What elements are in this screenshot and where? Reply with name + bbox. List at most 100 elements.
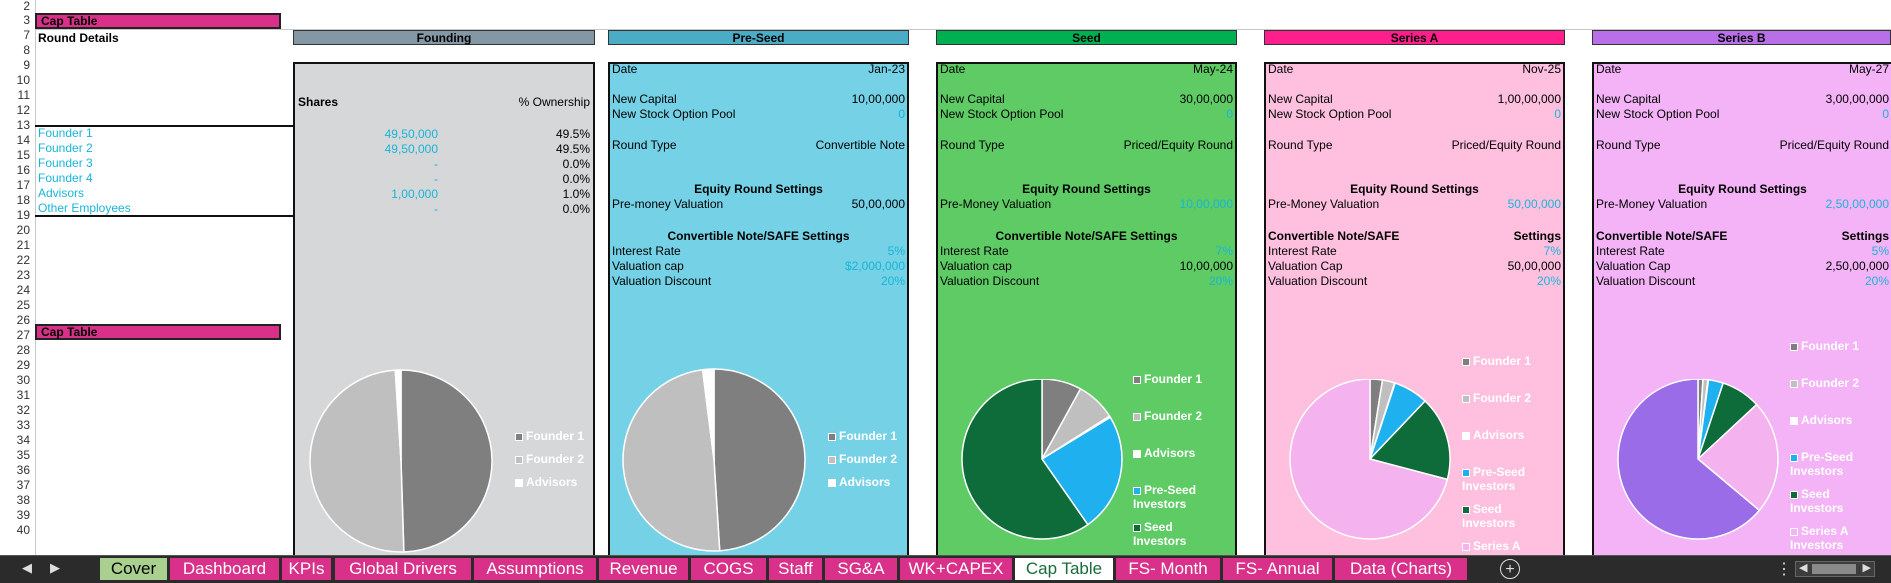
seed-cap-value[interactable]: 10,00,000 xyxy=(1179,259,1233,273)
more-options-icon[interactable]: ⋮ xyxy=(1776,561,1792,578)
founding-shares-value[interactable]: 49,50,000 xyxy=(384,127,438,141)
row-number[interactable]: 31 xyxy=(16,388,30,402)
founding-ownership-value[interactable]: 1.0% xyxy=(562,187,590,201)
preseed-pool-value[interactable]: 0 xyxy=(898,107,905,121)
sheet-tab-cap-table[interactable]: Cap Table xyxy=(1015,558,1114,580)
row-number[interactable]: 15 xyxy=(16,148,30,162)
row-number[interactable]: 30 xyxy=(16,373,30,387)
scroll-right-icon[interactable]: ▶ xyxy=(50,560,60,575)
founding-ownership-value[interactable]: 49.5% xyxy=(555,142,590,156)
seriesa-new-capital-value[interactable]: 1,00,00,000 xyxy=(1497,92,1561,106)
seriesa-discount-value[interactable]: 20% xyxy=(1536,274,1561,288)
row-number[interactable]: 35 xyxy=(16,448,30,462)
seriesb-date-value[interactable]: May-27 xyxy=(1848,62,1889,76)
sheet-tab-global-drivers[interactable]: Global Drivers xyxy=(335,558,472,580)
founding-shares-value[interactable]: - xyxy=(434,172,438,186)
row-number[interactable]: 25 xyxy=(16,298,30,312)
seriesb-new-capital-value[interactable]: 3,00,00,000 xyxy=(1825,92,1889,106)
preseed-round-type-value[interactable]: Convertible Note xyxy=(815,138,905,152)
seed-interest-value[interactable]: 7% xyxy=(1215,244,1233,258)
seriesb-interest-value[interactable]: 5% xyxy=(1871,244,1889,258)
row-number[interactable]: 33 xyxy=(16,418,30,432)
sheet-tab-data-charts-[interactable]: Data (Charts) xyxy=(1335,558,1468,580)
sheet-tab-revenue[interactable]: Revenue xyxy=(599,558,689,580)
sheet-tab-sg-a[interactable]: SG&A xyxy=(825,558,898,580)
seriesb-round-type-value[interactable]: Priced/Equity Round xyxy=(1779,138,1889,152)
row-header-column[interactable]: 2 3 7 8 9 10 11 12 13 14 15 16 17 18 19 20 21 22 23 24 25 26 2… xyxy=(0,0,36,555)
row-number[interactable]: 37 xyxy=(16,478,30,492)
seriesa-round-type-value[interactable]: Priced/Equity Round xyxy=(1451,138,1561,152)
row-number[interactable]: 9 xyxy=(23,58,30,72)
row-number[interactable]: 3 xyxy=(23,13,30,27)
seriesa-date-value[interactable]: Nov-25 xyxy=(1522,62,1561,76)
seriesb-pool-value[interactable]: 0 xyxy=(1882,107,1889,121)
horizontal-scrollbar[interactable]: ◀ ▶ xyxy=(1795,561,1875,577)
founding-ownership-value[interactable]: 49.5% xyxy=(555,127,590,141)
sheet-tab-fs-annual[interactable]: FS- Annual xyxy=(1223,558,1333,580)
seriesa-cap-value[interactable]: 50,00,000 xyxy=(1507,259,1561,273)
holder-founder-3[interactable]: Founder 3 xyxy=(38,156,93,170)
founding-ownership-value[interactable]: 0.0% xyxy=(562,172,590,186)
preseed-premoney-value[interactable]: 50,00,000 xyxy=(851,197,905,211)
row-number[interactable]: 17 xyxy=(16,178,30,192)
row-number[interactable]: 8 xyxy=(23,43,30,57)
spreadsheet-grid[interactable]: 2 3 7 8 9 10 11 12 13 14 15 16 17 18 19 20 21 22 23 24 25 26 2… xyxy=(0,0,1891,555)
founding-shares-value[interactable]: - xyxy=(434,202,438,216)
scrollbar-right-arrow-icon[interactable]: ▶ xyxy=(1862,562,1871,574)
row-number[interactable]: 10 xyxy=(16,73,30,87)
row-number[interactable]: 29 xyxy=(16,358,30,372)
seriesa-premoney-value[interactable]: 50,00,000 xyxy=(1507,197,1561,211)
seriesb-discount-value[interactable]: 20% xyxy=(1864,274,1889,288)
row-number[interactable]: 22 xyxy=(16,253,30,267)
row-number[interactable]: 19 xyxy=(16,208,30,222)
preseed-discount-value[interactable]: 20% xyxy=(880,274,905,288)
sheet-tab-staff[interactable]: Staff xyxy=(769,558,823,580)
founding-shares-value[interactable]: - xyxy=(434,157,438,171)
row-number[interactable]: 34 xyxy=(16,433,30,447)
row-number[interactable]: 2 xyxy=(23,0,30,13)
preseed-cap-value[interactable]: $2,000,000 xyxy=(844,259,905,273)
preseed-interest-value[interactable]: 5% xyxy=(887,244,905,258)
row-number[interactable]: 16 xyxy=(16,163,30,177)
row-number[interactable]: 36 xyxy=(16,463,30,477)
seriesa-interest-value[interactable]: 7% xyxy=(1543,244,1561,258)
row-number[interactable]: 40 xyxy=(16,523,30,537)
scroll-left-icon[interactable]: ◀ xyxy=(22,560,32,575)
row-number[interactable]: 39 xyxy=(16,508,30,522)
sheet-tab-wk-capex[interactable]: WK+CAPEX xyxy=(900,558,1013,580)
holder-founder-2[interactable]: Founder 2 xyxy=(38,141,93,155)
seriesb-premoney-value[interactable]: 2,50,00,000 xyxy=(1825,197,1889,211)
sheet-tab-assumptions[interactable]: Assumptions xyxy=(474,558,597,580)
preseed-date-value[interactable]: Jan-23 xyxy=(868,62,905,76)
sheet-tab-cogs[interactable]: COGS xyxy=(691,558,767,580)
row-number[interactable]: 23 xyxy=(16,268,30,282)
seed-new-capital-value[interactable]: 30,00,000 xyxy=(1179,92,1233,106)
row-number[interactable]: 38 xyxy=(16,493,30,507)
holder-founder-4[interactable]: Founder 4 xyxy=(38,171,93,185)
holder-other-employees[interactable]: Other Employees xyxy=(38,201,131,215)
row-number[interactable]: 27 xyxy=(16,328,30,342)
seed-premoney-value[interactable]: 10,00,000 xyxy=(1179,197,1233,211)
seriesa-pool-value[interactable]: 0 xyxy=(1554,107,1561,121)
row-number[interactable]: 28 xyxy=(16,343,30,357)
holder-advisors[interactable]: Advisors xyxy=(38,186,85,200)
sheet-tab-cover[interactable]: Cover xyxy=(100,558,168,580)
sheet-tab-kpis[interactable]: KPIs xyxy=(282,558,332,580)
row-number[interactable]: 21 xyxy=(16,238,30,252)
row-number[interactable]: 26 xyxy=(16,313,30,327)
row-number[interactable]: 24 xyxy=(16,283,30,297)
seed-discount-value[interactable]: 20% xyxy=(1208,274,1233,288)
scrollbar-left-arrow-icon[interactable]: ◀ xyxy=(1799,562,1808,574)
founding-ownership-value[interactable]: 0.0% xyxy=(562,202,590,216)
scrollbar-thumb[interactable] xyxy=(1812,564,1856,574)
seriesb-cap-value[interactable]: 2,50,00,000 xyxy=(1825,259,1889,273)
row-number[interactable]: 32 xyxy=(16,403,30,417)
sheet-tab-dashboard[interactable]: Dashboard xyxy=(170,558,280,580)
add-sheet-icon[interactable]: + xyxy=(1500,559,1520,579)
row-number[interactable]: 13 xyxy=(16,118,30,132)
holder-founder-1[interactable]: Founder 1 xyxy=(38,126,93,140)
seed-pool-value[interactable]: 0 xyxy=(1226,107,1233,121)
row-number[interactable]: 12 xyxy=(16,103,30,117)
preseed-new-capital-value[interactable]: 10,00,000 xyxy=(851,92,905,106)
row-number[interactable]: 18 xyxy=(16,193,30,207)
